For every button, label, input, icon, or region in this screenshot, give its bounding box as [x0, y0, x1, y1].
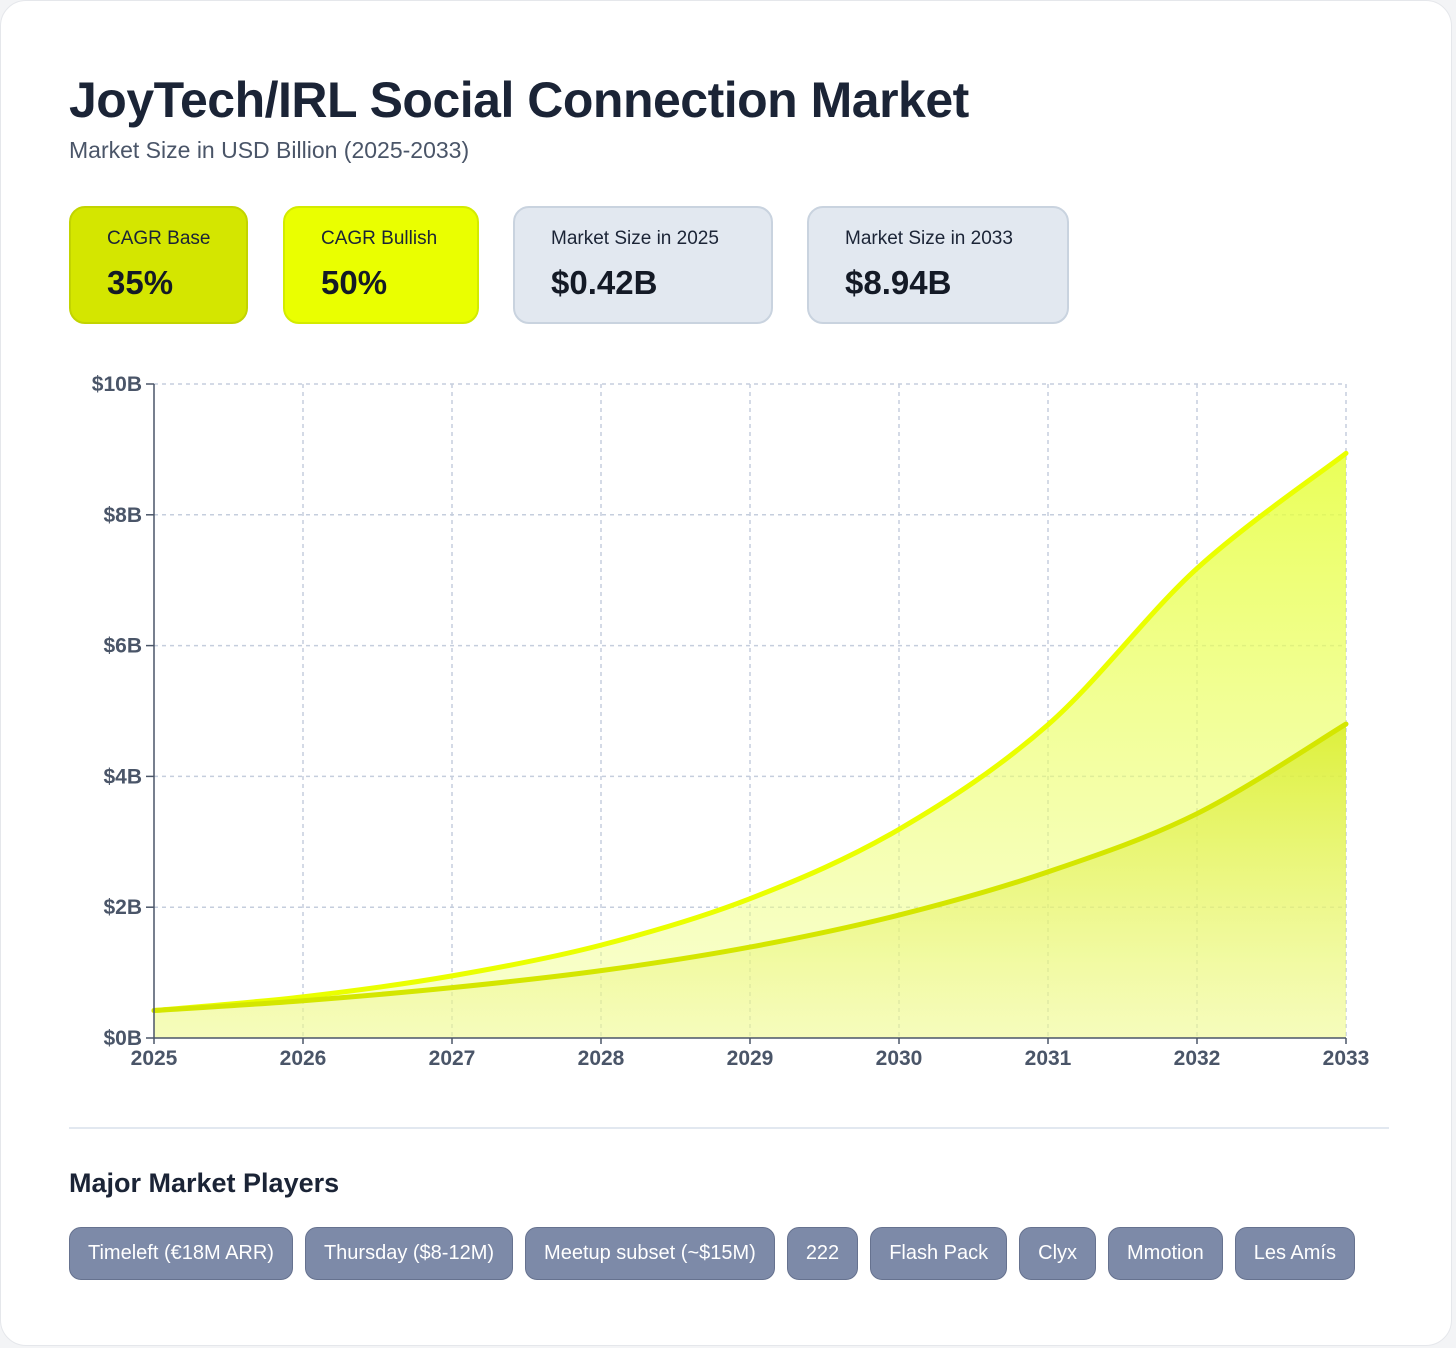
player-chip: Thursday ($8-12M) [304, 1227, 514, 1280]
series-line-base [151, 721, 1349, 1014]
stat-cagr-bullish: CAGR Bullish 50% [283, 206, 479, 324]
y-tick-label: $4B [103, 765, 142, 788]
y-tick-label: $2B [103, 896, 142, 919]
y-tick-label: $0B [103, 1027, 142, 1050]
stat-value: 50% [321, 264, 388, 301]
x-tick-label: 2031 [1025, 1047, 1072, 1070]
player-chip: Timeleft (€18M ARR) [69, 1227, 293, 1280]
stat-market-size-2033: Market Size in 2033 $8.94B [807, 206, 1069, 324]
y-tick-label: $10B [92, 373, 142, 396]
players-heading: Major Market Players [69, 1168, 340, 1198]
series-area-base [154, 724, 1346, 1038]
x-tick-label: 2030 [876, 1047, 923, 1070]
player-chip: Meetup subset (~$15M) [525, 1227, 775, 1280]
stat-label: CAGR Bullish [321, 228, 438, 249]
section-divider [69, 1127, 1389, 1129]
player-chip: Les Amís [1234, 1227, 1355, 1280]
stat-label: CAGR Base [107, 228, 211, 249]
stat-cagr-base: CAGR Base 35% [69, 206, 248, 324]
market-size-area-chart: $0B $2B $4B $6B $8B $10B 2025 2026 2027 2028 2029 2… [92, 373, 1370, 1070]
series-line-bullish [151, 450, 1349, 1014]
x-tick-label: 2028 [578, 1047, 625, 1070]
x-tick-label: 2033 [1323, 1047, 1370, 1070]
y-tick-label: $8B [103, 504, 142, 527]
players-list: Timeleft (€18M ARR) Thursday ($8-12M) Meet… [69, 1227, 1355, 1280]
stat-market-size-2025: Market Size in 2025 $0.42B [513, 206, 773, 324]
x-tick-label: 2029 [727, 1047, 774, 1070]
stat-label: Market Size in 2033 [845, 228, 1013, 249]
player-chip: Flash Pack [870, 1227, 1008, 1280]
x-tick-label: 2027 [429, 1047, 476, 1070]
y-tick-label: $6B [103, 635, 142, 658]
player-chip: Mmotion [1108, 1227, 1223, 1280]
player-chip: Clyx [1019, 1227, 1097, 1280]
stat-label: Market Size in 2025 [551, 228, 719, 249]
player-chip: 222 [786, 1227, 859, 1280]
page-subtitle: Market Size in USD Billion (2025-2033) [69, 137, 470, 163]
stat-value: $0.42B [551, 264, 658, 301]
stat-value: $8.94B [845, 264, 952, 301]
x-tick-label: 2032 [1174, 1047, 1221, 1070]
page-title: JoyTech/IRL Social Connection Market [69, 72, 969, 128]
stat-value: 35% [107, 264, 174, 301]
x-tick-label: 2026 [280, 1047, 327, 1070]
x-tick-label: 2025 [131, 1047, 178, 1070]
